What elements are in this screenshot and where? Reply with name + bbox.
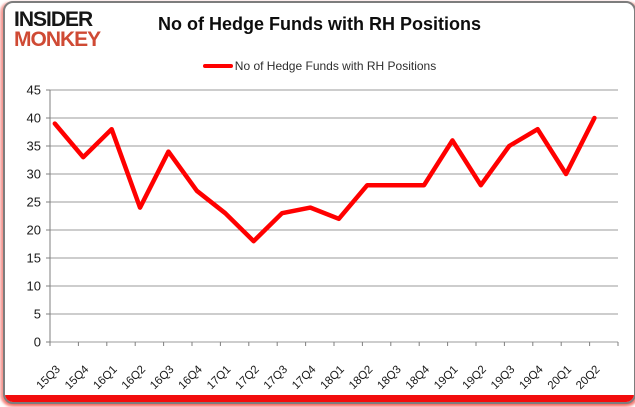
- x-axis-label: 16Q2: [120, 364, 148, 392]
- x-axis-label: 18Q2: [347, 364, 375, 392]
- y-axis-label: 40: [27, 111, 41, 126]
- x-axis-label: 16Q3: [148, 364, 176, 392]
- x-axis-label: 18Q1: [319, 364, 347, 392]
- bottom-accent-bar: [5, 395, 634, 402]
- series-line: [52, 115, 597, 244]
- y-axis-label: 10: [27, 279, 41, 294]
- line-chart-svg: 0 5 10 15 20 25 30 35 40 45 15Q3 15Q4 16Q1 16Q2 16Q3 16…: [27, 83, 619, 392]
- y-axis-label: 20: [27, 223, 41, 238]
- x-axis-label: 17Q2: [233, 364, 261, 392]
- y-axis-label: 15: [27, 251, 41, 266]
- y-axis-label: 25: [27, 195, 41, 210]
- x-axis-label: 18Q4: [404, 363, 433, 392]
- chart-legend: No of Hedge Funds with RH Positions: [5, 59, 634, 73]
- insider-monkey-logo: INSIDER MONKEY: [14, 8, 101, 51]
- y-axis-label: 35: [27, 139, 41, 154]
- y-axis-label: 5: [34, 307, 41, 322]
- legend-line-swatch: [202, 64, 233, 68]
- y-axis-label: 45: [27, 83, 41, 98]
- line-chart-area: 0 5 10 15 20 25 30 35 40 45 15Q3 15Q4 16Q1 16Q2 16Q3 16…: [5, 3, 634, 400]
- x-axis-label: 20Q1: [546, 364, 574, 392]
- chart-title: No of Hedge Funds with RH Positions: [158, 14, 481, 34]
- x-axis-label: 18Q3: [375, 364, 403, 392]
- y-axis-label: 0: [34, 335, 41, 350]
- x-axis-label: 20Q2: [574, 364, 602, 392]
- x-axis-label: 19Q1: [432, 364, 460, 392]
- x-axis-label: 15Q3: [35, 364, 63, 392]
- logo-line1: INSIDER: [14, 8, 93, 31]
- logo-line2: MONKEY: [14, 27, 101, 51]
- y-axis-label: 30: [27, 167, 41, 182]
- x-axis-label: 19Q3: [489, 364, 517, 392]
- chart-card: INSIDER MONKEY No of Hedge Funds with RH…: [3, 1, 635, 404]
- x-axis-label: 16Q4: [177, 363, 206, 392]
- x-axis-label: 19Q2: [461, 364, 489, 392]
- x-axis-label: 16Q1: [91, 364, 119, 392]
- x-axis-label: 19Q4: [517, 363, 546, 392]
- x-axis-label: 17Q1: [205, 364, 233, 392]
- x-axis-label: 17Q4: [290, 363, 319, 392]
- x-axis-label: 17Q3: [262, 364, 290, 392]
- legend-label: No of Hedge Funds with RH Positions: [234, 59, 437, 73]
- x-axis-label: 15Q4: [63, 363, 92, 392]
